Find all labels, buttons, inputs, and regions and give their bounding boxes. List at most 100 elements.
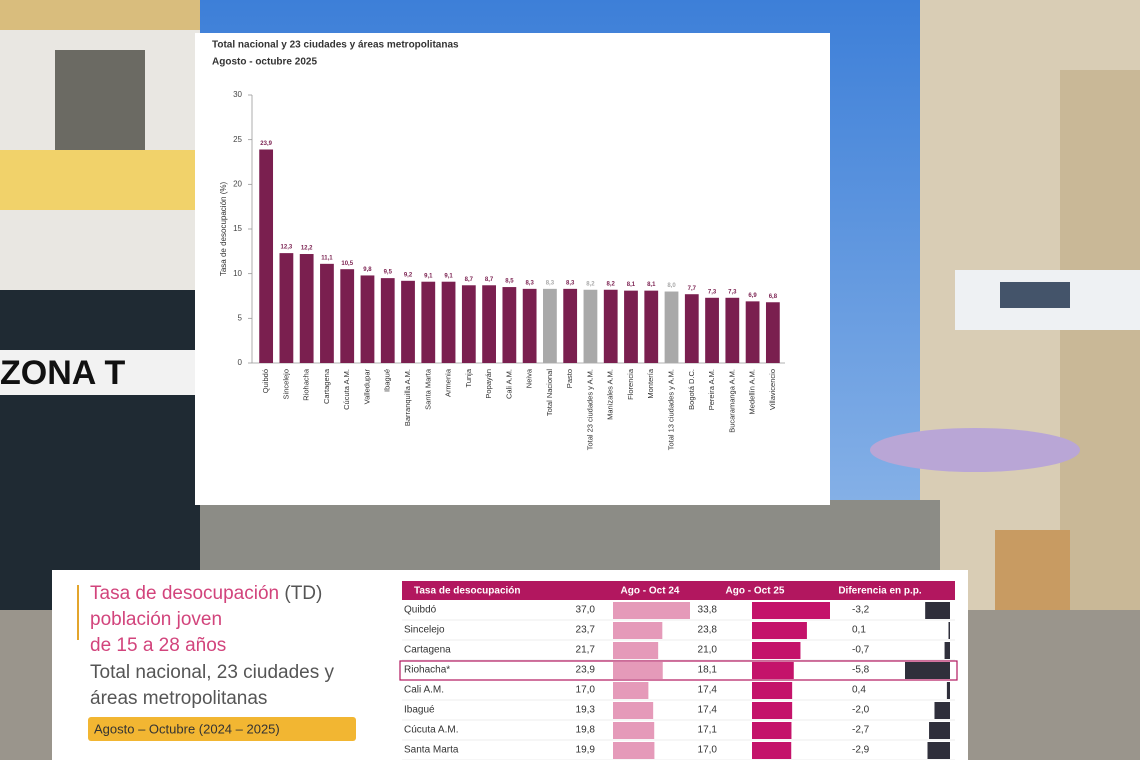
x-tick-label: Barranquilla A.M.: [403, 369, 412, 426]
table-cell: 21,7: [576, 645, 596, 656]
bar: [705, 297, 719, 363]
table-bar: [752, 642, 801, 659]
bar: [543, 288, 557, 363]
y-tick-label: 25: [233, 135, 242, 144]
bar: [684, 294, 699, 363]
table-cell: -5,8: [852, 665, 870, 676]
table-cell: 19,9: [576, 745, 596, 756]
bar: [745, 301, 760, 363]
value-label: 8,3: [546, 280, 555, 286]
heading-abbr: (TD): [284, 583, 322, 604]
table-bar: [613, 622, 663, 639]
table-cell: 17,4: [698, 685, 718, 696]
value-label: 8,1: [647, 282, 656, 288]
bar: [563, 288, 578, 363]
chart-title: Total nacional y 23 ciudades y áreas met…: [212, 40, 459, 51]
table-cell: 0,1: [852, 625, 866, 636]
column-header: Tasa de desocupación: [414, 586, 521, 597]
x-tick-label: Bucaramanga A.M.: [727, 369, 736, 433]
value-label: 12,2: [301, 246, 313, 252]
x-tick-label: Riohacha: [302, 368, 311, 401]
table-cell: -3,2: [852, 605, 870, 616]
bar: [360, 275, 375, 363]
bar: [725, 297, 740, 363]
table-cell: 37,0: [576, 605, 596, 616]
period-badge: [88, 717, 356, 741]
table-cell: Quibdó: [404, 605, 437, 616]
y-tick-label: 30: [233, 90, 242, 99]
bar: [502, 287, 517, 363]
table-cell: Santa Marta: [404, 745, 459, 756]
table-bar: [752, 702, 793, 719]
table-cell: 23,7: [576, 625, 596, 636]
table-cell: Sincelejo: [404, 625, 445, 636]
value-label: 8,7: [465, 277, 474, 283]
table-bar: [752, 722, 792, 739]
table-bar: [752, 662, 794, 679]
y-axis-label: Tasa de desocupación (%): [219, 182, 228, 277]
x-tick-label: Manizales A.M.: [606, 369, 615, 420]
table-bar: [905, 662, 950, 679]
table-cell: 17,0: [698, 745, 718, 756]
table-cell: -2,0: [852, 705, 870, 716]
value-label: 8,1: [627, 282, 636, 288]
x-tick-label: Pasto: [565, 369, 574, 388]
value-label: 9,8: [363, 267, 372, 273]
value-label: 8,0: [667, 283, 676, 289]
table-cell: 17,0: [576, 685, 596, 696]
x-tick-label: Ibagué: [383, 369, 392, 392]
value-label: 23,9: [260, 141, 272, 147]
table-bar: [752, 682, 793, 699]
table-cell: 19,8: [576, 725, 596, 736]
x-tick-label: Florencia: [626, 368, 635, 400]
value-label: 9,1: [424, 273, 433, 279]
x-tick-label: Total Nacional: [545, 369, 554, 416]
value-label: 10,5: [341, 261, 353, 267]
table-cell: -2,7: [852, 725, 870, 736]
bar: [765, 302, 780, 363]
value-label: 7,3: [708, 289, 717, 295]
y-tick-label: 15: [233, 224, 242, 233]
table-bar: [944, 642, 950, 659]
table-cell: 23,8: [698, 625, 718, 636]
table-cell: 33,8: [698, 605, 718, 616]
table-cell: Cúcuta A.M.: [404, 725, 458, 736]
x-tick-label: Sincelejo: [281, 369, 290, 399]
table-cell: Cali A.M.: [404, 685, 444, 696]
table-bar: [613, 722, 655, 739]
value-label: 11,1: [321, 255, 333, 261]
bar: [299, 254, 314, 363]
bar: [624, 290, 638, 363]
x-tick-label: Popayán: [484, 369, 493, 399]
value-label: 9,5: [384, 270, 393, 276]
bar: [421, 281, 436, 363]
x-tick-label: Cali A.M.: [504, 369, 513, 399]
table-bar: [613, 642, 659, 659]
value-label: 8,3: [525, 280, 534, 286]
value-label: 8,5: [505, 279, 514, 285]
y-tick-label: 0: [238, 358, 243, 367]
chart-subtitle: Agosto - octubre 2025: [212, 57, 317, 68]
x-tick-label: Cúcuta A.M.: [342, 369, 351, 410]
table-bar: [946, 682, 950, 699]
bar: [340, 269, 355, 363]
bar: [441, 281, 456, 363]
bar: [380, 278, 395, 363]
bar: [259, 149, 274, 363]
table-bar: [925, 602, 950, 619]
x-tick-label: Santa Marta: [423, 368, 432, 410]
x-tick-label: Bogotá D.C.: [687, 369, 696, 410]
period-text: Agosto – Octubre (2024 – 2025): [94, 721, 280, 736]
x-tick-label: Armenia: [444, 368, 453, 397]
table-bar: [948, 622, 950, 639]
x-tick-label: Neiva: [525, 368, 534, 388]
table-bar: [613, 682, 649, 699]
table-bar: [934, 702, 950, 719]
x-tick-label: Tunja: [464, 368, 473, 387]
table-cell: 18,1: [698, 665, 718, 676]
table-bar: [613, 702, 654, 719]
y-tick-label: 10: [233, 269, 242, 278]
table-cell: -2,9: [852, 745, 870, 756]
column-header: Ago - Oct 25: [726, 586, 785, 597]
